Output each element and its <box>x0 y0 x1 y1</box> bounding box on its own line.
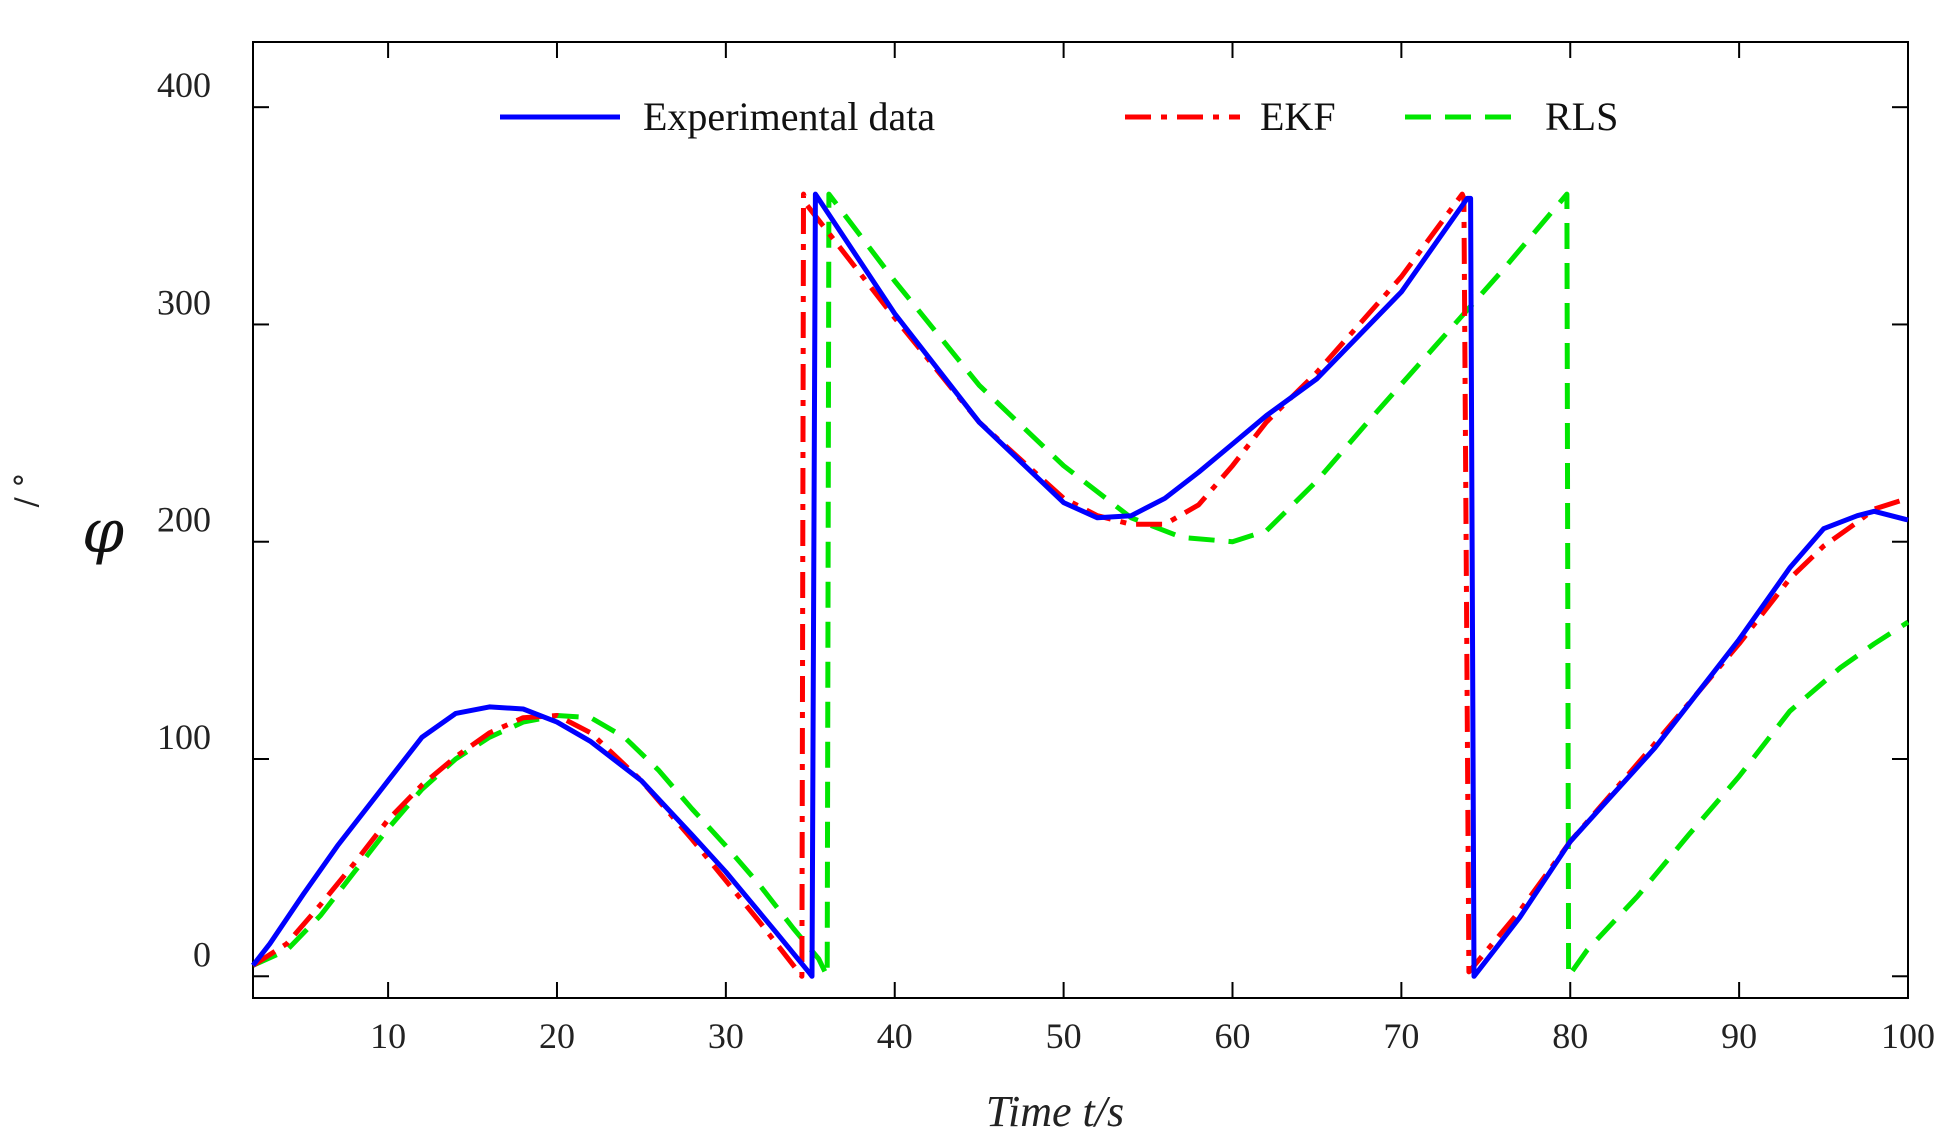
y-tick-label: 100 <box>157 717 211 757</box>
y-tick-label: 400 <box>157 65 211 105</box>
legend-label-ekf: EKF <box>1260 94 1336 139</box>
series-layer <box>251 191 1910 979</box>
x-tick-label: 20 <box>539 1016 575 1056</box>
x-tick-label: 90 <box>1721 1016 1757 1056</box>
plot-border <box>252 41 1909 999</box>
x-tick-label: 60 <box>1214 1016 1250 1056</box>
plot-frame <box>252 41 1909 999</box>
x-tick-label: 40 <box>877 1016 913 1056</box>
x-tick-label: 80 <box>1552 1016 1588 1056</box>
y-tick-label: 300 <box>157 282 211 322</box>
y-tick-label: 200 <box>157 500 211 540</box>
ticks-layer: 10 20 30 40 50 60 70 80 90 100 0 100 200 300 400 <box>157 42 1935 1056</box>
x-tick-label: 10 <box>370 1016 406 1056</box>
x-tick-label: 30 <box>708 1016 744 1056</box>
x-tick-label: 100 <box>1881 1016 1935 1056</box>
legend: Experimental data EKF RLS <box>500 94 1618 139</box>
series-line-ekf <box>251 191 1909 979</box>
legend-label-rls: RLS <box>1545 94 1618 139</box>
x-tick-label: 70 <box>1383 1016 1419 1056</box>
legend-label-experimental-data: Experimental data <box>643 94 935 139</box>
series-line-rls <box>251 191 1910 979</box>
y-tick-label: 0 <box>193 934 211 974</box>
y-axis-unit: / ° <box>9 473 44 508</box>
series-line-experimental-data <box>251 191 1909 979</box>
x-axis-title: Time t/s <box>986 1087 1124 1136</box>
x-tick-label: 50 <box>1046 1016 1082 1056</box>
y-axis-symbol: φ <box>82 497 124 567</box>
